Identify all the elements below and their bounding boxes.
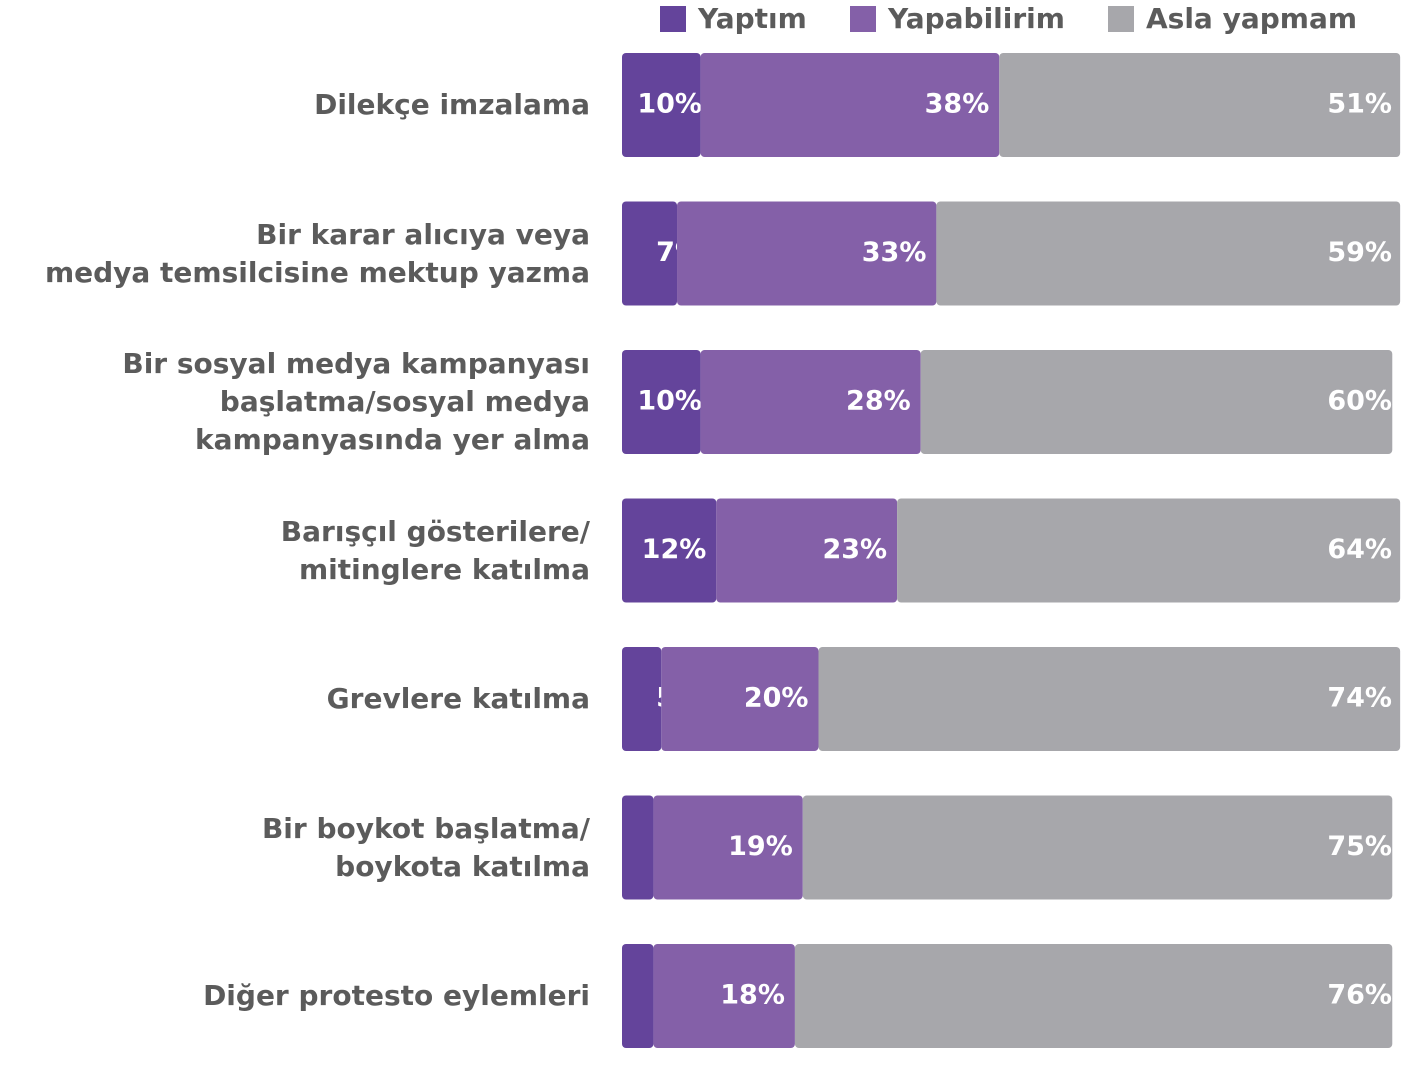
value-label: 23% (822, 534, 887, 565)
bar-segment (622, 647, 662, 751)
value-label: 76% (1327, 980, 1392, 1011)
bar-segment (622, 498, 717, 603)
bar-segment (653, 944, 795, 1048)
value-label: 60% (1327, 386, 1392, 417)
value-label: 20% (744, 683, 809, 714)
value-label: 33% (862, 237, 927, 268)
bar-segment (936, 201, 1401, 306)
category-label: Bir boykot başlatma/ boykota katılma (261, 811, 590, 883)
legend-label: Asla yapmam (1146, 2, 1357, 35)
bar-segment (622, 201, 678, 306)
legend-label: Yaptım (697, 2, 807, 35)
bar-segment (794, 944, 1393, 1048)
category-label: Grevlere katılma (326, 682, 590, 715)
bar-segment (920, 350, 1393, 454)
value-label: 74% (1327, 683, 1392, 714)
category-label: Bir sosyal medya kampanyası başlatma/sos… (122, 347, 590, 456)
legend-swatch (850, 6, 876, 32)
value-label: 64% (1327, 534, 1392, 565)
bar-segment (677, 201, 937, 306)
bar-segment (622, 350, 701, 454)
bar-segment (700, 53, 1000, 157)
legend-label: Yapabilirim (887, 2, 1065, 35)
value-label: 59% (1327, 237, 1392, 268)
bar-segment (622, 53, 701, 157)
bar-segment (818, 647, 1401, 751)
bar-segment (661, 647, 819, 751)
bar-segment (999, 53, 1401, 157)
value-label: 12% (642, 534, 707, 565)
value-label: 10% (637, 89, 702, 120)
legend-swatch (660, 6, 686, 32)
value-label: 51% (1327, 89, 1392, 120)
value-label: 75% (1327, 831, 1392, 862)
category-label: Barışçıl gösterilere/ mitinglere katılma (280, 514, 590, 586)
bar-segment (653, 795, 803, 900)
value-label: 19% (728, 831, 793, 862)
value-label: 38% (925, 89, 990, 120)
category-label: Bir karar alıcıya veya medya temsilcisin… (44, 217, 590, 289)
value-label: 18% (720, 980, 785, 1011)
bar-segment (700, 350, 921, 454)
legend-swatch (1108, 6, 1134, 32)
bar-segment (622, 795, 654, 900)
bar-segment (802, 795, 1393, 900)
bar-segment (622, 944, 654, 1048)
value-label: 10% (637, 386, 702, 417)
category-label: Diğer protesto eylemleri (203, 979, 590, 1012)
value-label: 28% (846, 386, 911, 417)
bar-segment (897, 498, 1401, 603)
bar-segment (716, 498, 898, 603)
category-label: Dilekçe imzalama (314, 88, 590, 121)
